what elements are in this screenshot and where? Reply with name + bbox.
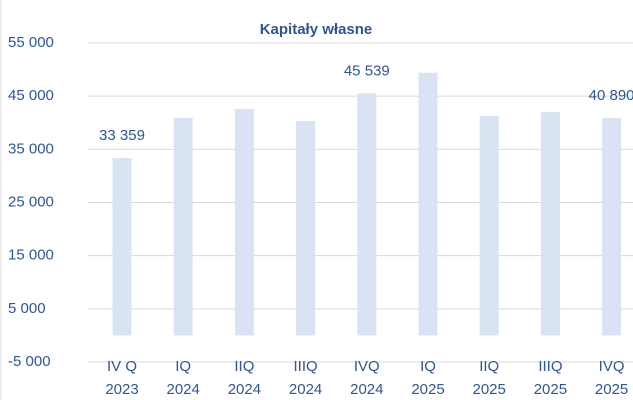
- bar: [418, 72, 438, 336]
- x-tick-label: 2024: [167, 381, 200, 398]
- chart-title: Kapitały własne: [260, 21, 373, 38]
- x-tick-label: 2024: [289, 381, 322, 398]
- y-tick-label: 35 000: [8, 140, 54, 157]
- x-tick-label: IIQ: [234, 358, 254, 375]
- x-tick-label: 2023: [105, 381, 138, 398]
- x-tick-label: IIIQ: [538, 358, 562, 375]
- x-tick-label: 2025: [595, 381, 628, 398]
- y-tick-label: -5 000: [8, 353, 51, 370]
- bar: [479, 115, 499, 336]
- bar: [296, 121, 316, 336]
- bar: [602, 118, 622, 336]
- x-tick-label: IV Q: [107, 358, 137, 375]
- x-tick-label: 2024: [350, 381, 383, 398]
- bar: [112, 158, 132, 336]
- bar: [234, 108, 254, 336]
- data-label: 33 359: [99, 127, 145, 144]
- data-label: 40 890: [589, 87, 633, 104]
- bar: [173, 117, 193, 336]
- y-tick-label: 55 000: [8, 34, 54, 51]
- y-tick-label: 45 000: [8, 87, 54, 104]
- data-label: 45 539: [344, 62, 390, 79]
- x-tick-label: IQ: [420, 358, 436, 375]
- x-tick-label: 2024: [228, 381, 261, 398]
- y-tick-label: 15 000: [8, 247, 54, 264]
- x-tick-label: IVQ: [354, 358, 380, 375]
- bar: [540, 112, 560, 336]
- bar: [357, 93, 377, 336]
- x-tick-label: IVQ: [599, 358, 625, 375]
- x-tick-label: 2025: [411, 381, 444, 398]
- x-tick-label: IQ: [175, 358, 191, 375]
- x-tick-label: IIIQ: [294, 358, 318, 375]
- x-tick-label: 2025: [473, 381, 506, 398]
- x-tick-label: 2025: [534, 381, 567, 398]
- y-tick-label: 25 000: [8, 193, 54, 210]
- y-tick-label: 5 000: [8, 300, 46, 317]
- x-tick-label: IIQ: [479, 358, 499, 375]
